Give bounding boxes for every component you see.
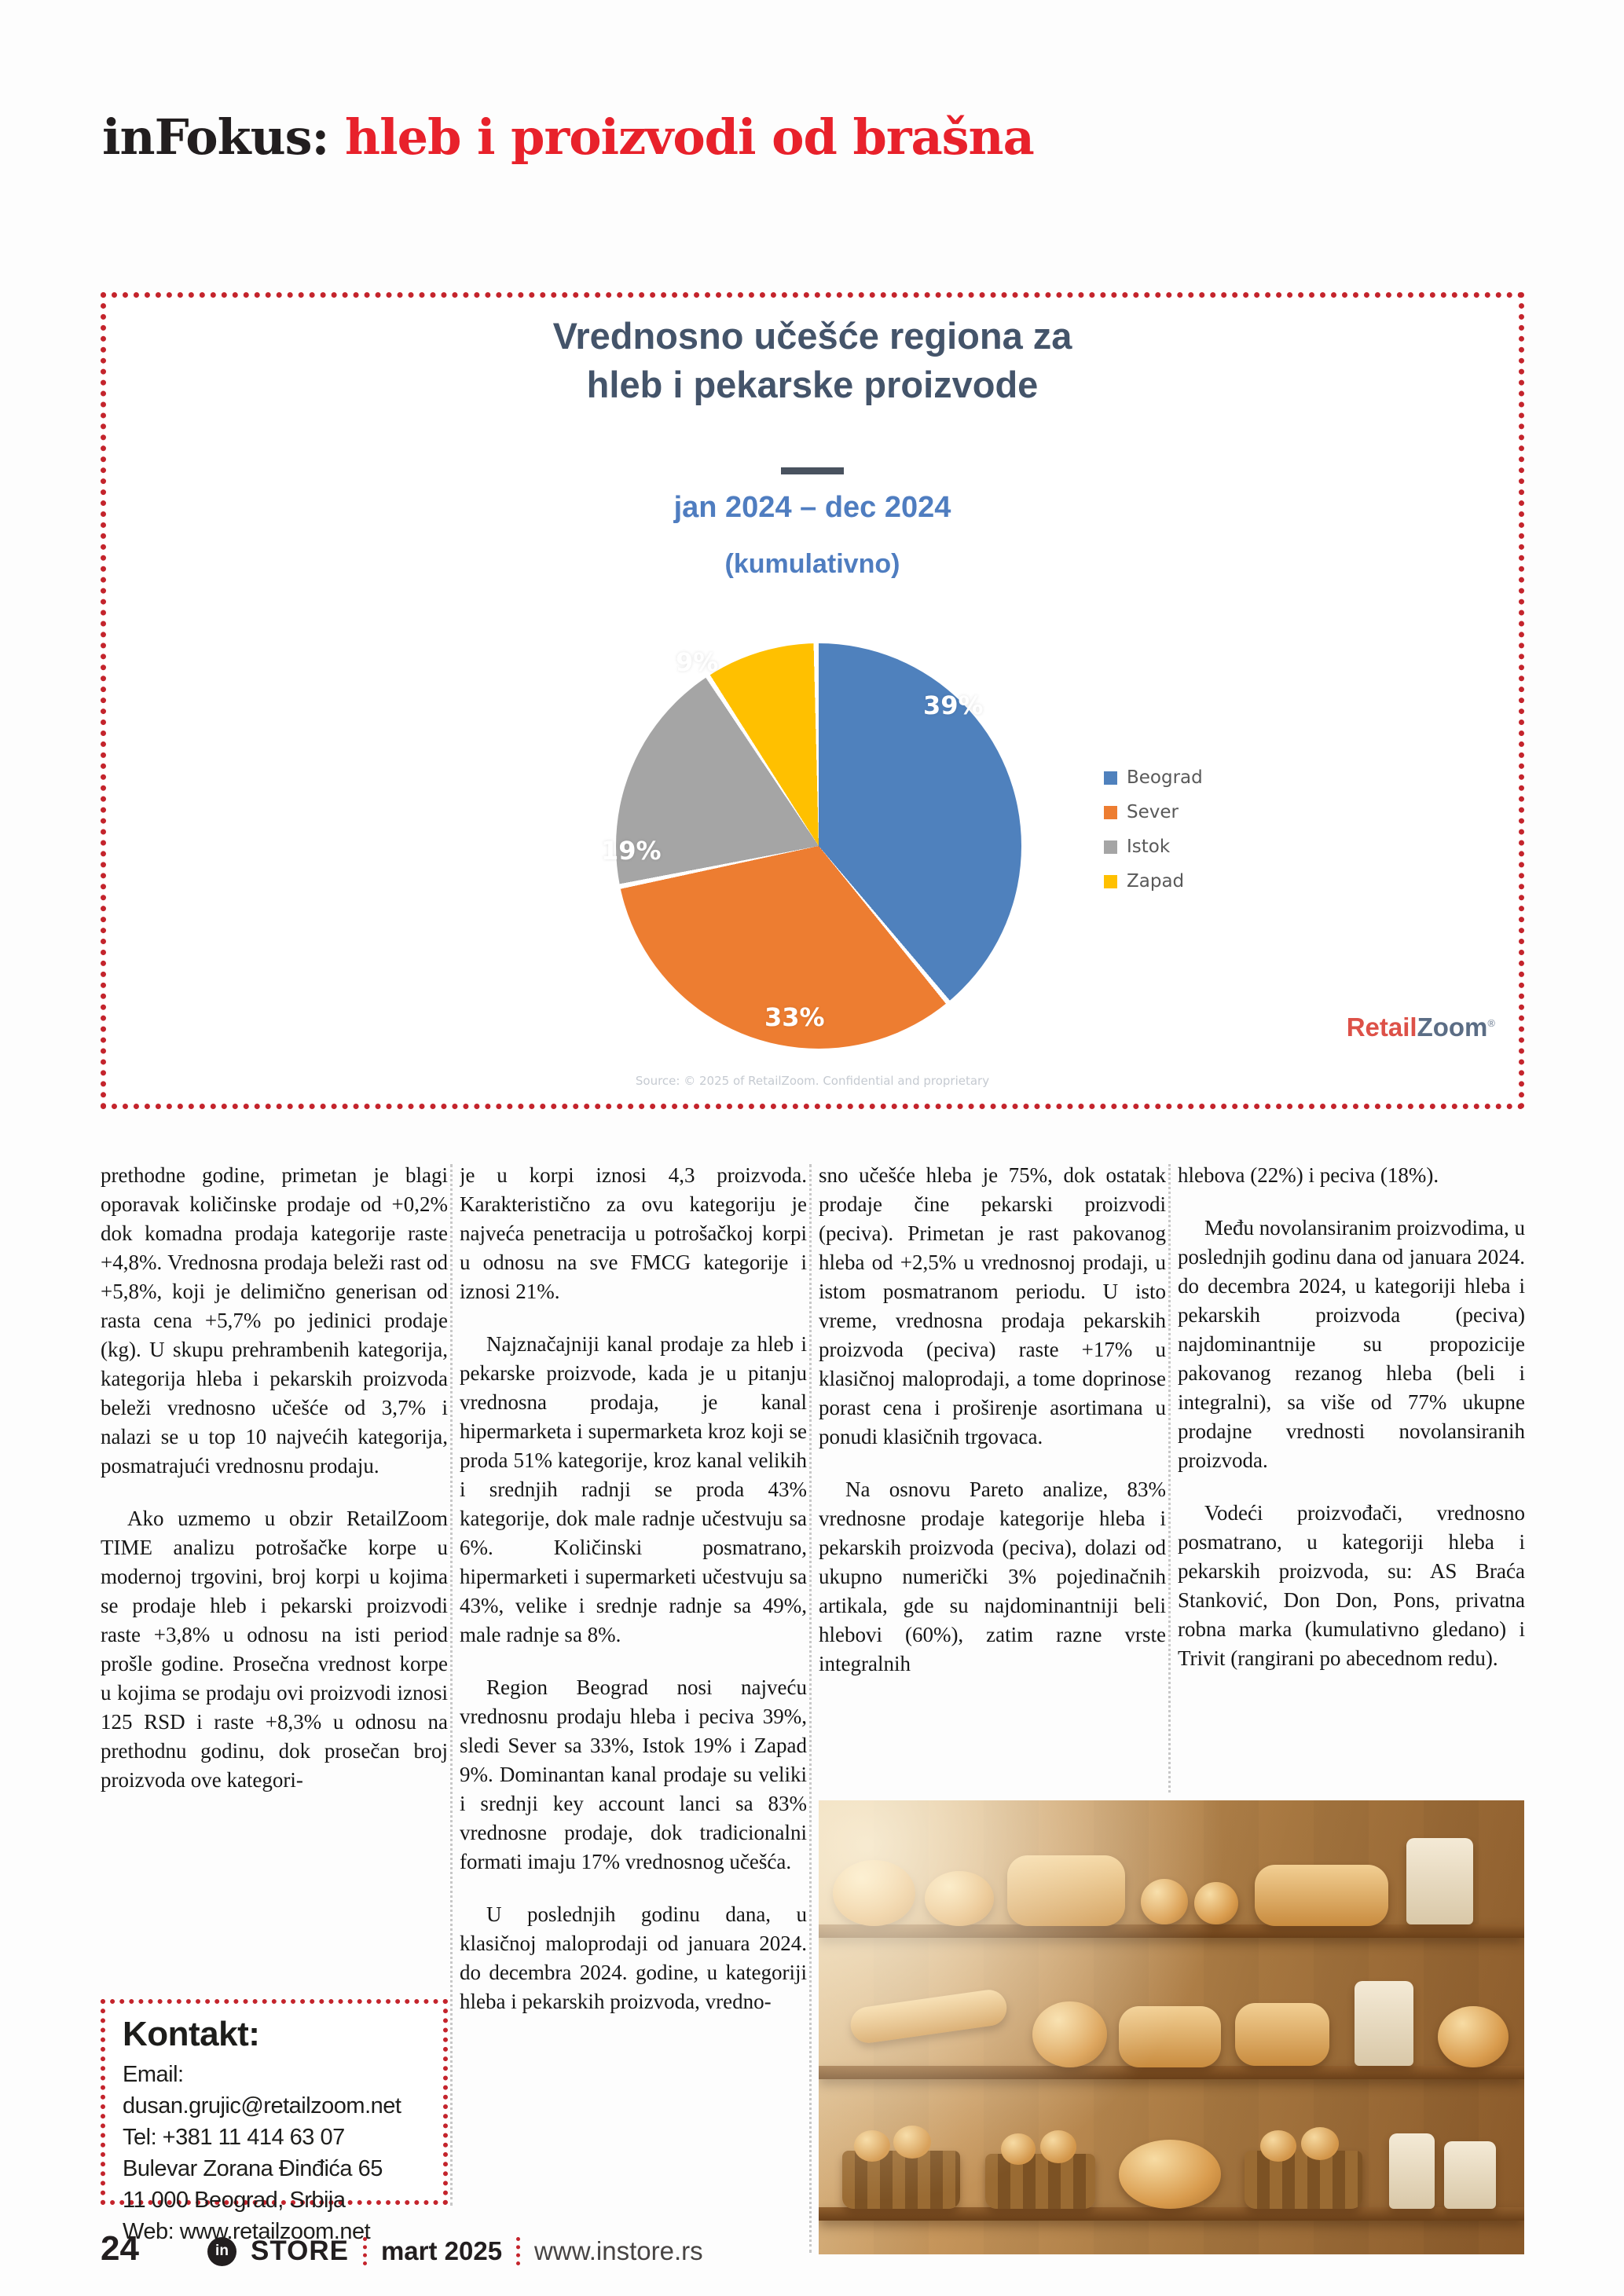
instore-logo-icon: in <box>207 2236 236 2266</box>
chart-cumulative-note: (kumulativno) <box>724 549 900 579</box>
legend-swatch-sever <box>1104 805 1117 819</box>
legend-swatch-beograd <box>1104 771 1117 785</box>
flour-sack <box>1355 1981 1413 2066</box>
paper-bag <box>1444 2141 1496 2209</box>
chart-title-line1: Vrednosno učešće regiona za <box>552 315 1072 357</box>
bread-roll <box>1301 2127 1339 2160</box>
bread-loaf <box>1119 2006 1221 2067</box>
paper-bag <box>1389 2133 1435 2209</box>
chart-source-note: Source: © 2025 of RetailZoom. Confidenti… <box>635 1074 990 1088</box>
chart-period: jan 2024 – dec 2024 <box>673 491 951 524</box>
article-column-1: prethodne godine, primetan je blagi opor… <box>101 1161 448 1986</box>
chart-panel: Vrednosno učešće regiona za hleb i pekar… <box>101 292 1524 1109</box>
contact-email: Email: dusan.grujic@retailzoom.net <box>123 2062 401 2118</box>
shelf <box>819 2207 1524 2221</box>
bread-loaf <box>833 1860 915 1926</box>
shelf <box>819 2066 1524 2079</box>
bread-roll <box>1040 2130 1076 2163</box>
bread-roll <box>1001 2133 1036 2165</box>
legend-item-istok: Istok <box>1104 837 1203 857</box>
bread-basket <box>985 2154 1095 2209</box>
legend-swatch-zapad <box>1104 874 1117 888</box>
title-underline-dash <box>781 467 844 474</box>
magazine-name: STORE <box>251 2236 349 2266</box>
pie-label-zapad: 9% <box>676 647 719 677</box>
bread-loaf <box>1235 2003 1329 2066</box>
bread-roll <box>1194 1882 1238 1924</box>
pie-chart <box>616 643 1021 1049</box>
contact-address-street: Bulevar Zorana Đinđića 65 <box>123 2156 383 2181</box>
article-column-4: hlebova (22%) i peciva (18%). Među novol… <box>1178 1161 1525 1789</box>
contact-title: Kontakt: <box>123 2015 260 2053</box>
footer: in STORE mart 2025 www.instore.rs <box>207 2236 703 2267</box>
bread-loaf <box>1032 2001 1107 2067</box>
paragraph: U poslednjih godinu dana, u klasičnoj ma… <box>460 1902 807 2013</box>
bread-roll <box>854 2130 890 2162</box>
legend-swatch-istok <box>1104 840 1117 854</box>
pie-label-istok: 19% <box>601 836 662 866</box>
contact-website: Web: www.retailzoom.net <box>123 2219 371 2244</box>
page-title: inFokus: hleb i proizvodi od brašna <box>102 108 1035 166</box>
paragraph: Ako uzmemo u obzir RetailZoom TIME anali… <box>101 1507 448 1792</box>
bread-basket <box>842 2151 960 2209</box>
chart-legend: Beograd Sever Istok Zapad <box>1104 767 1203 892</box>
topic-label: hleb i proizvodi od brašna <box>328 108 1035 166</box>
legend-label-zapad: Zapad <box>1127 871 1185 892</box>
chart-title-line2: hleb i pekarske proizvode <box>586 364 1039 405</box>
header-rule <box>101 187 1524 194</box>
column-divider-2 <box>809 1164 812 2253</box>
bread-basket <box>1245 2151 1362 2209</box>
bread-long-loaf <box>1255 1865 1388 1926</box>
shelf <box>819 1924 1524 1938</box>
section-label: inFokus: <box>102 108 329 166</box>
paragraph: Region Beograd nosi najveću vrednosnu pr… <box>460 1675 807 1873</box>
paragraph: Najznačajniji kanal prodaje za hleb i pe… <box>460 1332 807 1646</box>
footer-separator <box>516 2237 521 2265</box>
paragraph: Među novolansiranim proizvodima, u posle… <box>1178 1216 1525 1472</box>
website-url: www.instore.rs <box>534 2236 703 2265</box>
legend-label-sever: Sever <box>1127 802 1179 822</box>
paragraph: prethodne godine, primetan je blagi opor… <box>101 1163 448 1478</box>
legend-item-beograd: Beograd <box>1104 767 1203 788</box>
contact-box: Kontakt: Email: dusan.grujic@retailzoom.… <box>101 1999 448 2244</box>
legend-item-zapad: Zapad <box>1104 871 1203 892</box>
bread-roll <box>893 2126 931 2159</box>
paragraph: Vodeći proizvođači, vrednosno posmatrano… <box>1178 1501 1525 1670</box>
bread-roll <box>1141 1879 1188 1924</box>
retailzoom-logo: RetailZoom® <box>1346 1013 1495 1042</box>
bakery-photo <box>819 1800 1524 2254</box>
paragraph: je u korpi iznosi 4,3 proizvoda. Karakte… <box>460 1163 807 1303</box>
chart-title: Vrednosno učešće regiona za hleb i pekar… <box>106 312 1519 409</box>
legend-item-sever: Sever <box>1104 802 1203 822</box>
baguette <box>848 1987 1010 2045</box>
paragraph: hlebova (22%) i peciva (18%). <box>1178 1163 1439 1187</box>
contact-phone: Tel: +381 11 414 63 07 <box>123 2125 345 2150</box>
flour-sack <box>1406 1838 1473 1924</box>
legend-label-beograd: Beograd <box>1127 767 1203 788</box>
registered-mark: ® <box>1487 1017 1495 1029</box>
column-divider-1 <box>450 1164 453 2206</box>
pie-label-sever: 33% <box>764 1002 825 1032</box>
footer-separator <box>362 2237 367 2265</box>
legend-label-istok: Istok <box>1127 837 1171 857</box>
bread-roll <box>1260 2130 1296 2162</box>
paragraph: Na osnovu Pareto analize, 83% vrednosne … <box>819 1478 1166 1675</box>
pie-label-beograd: 39% <box>923 690 984 720</box>
issue-date: mart 2025 <box>380 2236 503 2265</box>
contact-address-city: 11 000 Beograd, Srbija <box>123 2188 346 2213</box>
article-column-3: sno učešće hleba je 75%, dok ostatak pro… <box>819 1161 1166 1799</box>
bread-loaf <box>1438 2006 1509 2067</box>
page-number: 24 <box>101 2229 139 2268</box>
article-column-2: je u korpi iznosi 4,3 proizvoda. Karakte… <box>460 1161 807 2254</box>
bread-pile <box>1119 2140 1221 2209</box>
bread-loaf <box>925 1871 994 1926</box>
paragraph: sno učešće hleba je 75%, dok ostatak pro… <box>819 1163 1166 1448</box>
bread-batard <box>1007 1855 1125 1926</box>
column-divider-3 <box>1168 1164 1171 1792</box>
